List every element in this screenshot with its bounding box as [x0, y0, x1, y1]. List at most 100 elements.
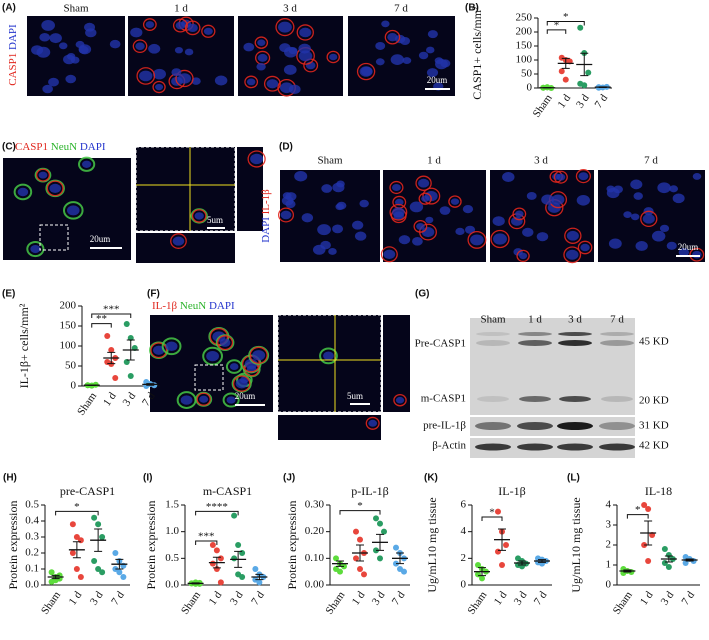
y-tick-label: 1.0	[165, 525, 179, 537]
significance-label: ****	[206, 501, 228, 513]
band	[518, 340, 552, 346]
nucleus	[278, 21, 292, 33]
micrograph	[278, 415, 381, 440]
cell	[516, 249, 530, 263]
cell	[319, 347, 338, 365]
nucleus	[256, 62, 266, 71]
data-point	[333, 555, 339, 562]
significance-label: ***	[103, 304, 120, 316]
nucleus	[298, 50, 313, 62]
cell	[448, 195, 462, 208]
nucleus	[630, 213, 640, 221]
micrograph	[3, 158, 131, 260]
nucleus	[328, 248, 337, 255]
y-axis-label: IL-1β+ cells/mm²	[17, 303, 31, 388]
nucleus	[383, 249, 396, 259]
nucleus	[565, 249, 579, 260]
data-point	[357, 566, 363, 572]
significance-label: **	[96, 313, 107, 325]
panel-label: (C)	[2, 142, 16, 153]
cell	[249, 346, 268, 364]
data-point	[209, 542, 216, 548]
nucleus	[226, 396, 236, 404]
data-point	[235, 542, 242, 548]
cell	[413, 220, 428, 233]
cell	[356, 62, 376, 81]
y-tick-label: 2	[606, 539, 612, 551]
nucleus	[250, 153, 264, 165]
y-tick-label: 0.00	[305, 579, 325, 591]
data-point	[479, 575, 485, 582]
nucleus	[418, 178, 430, 188]
x-tick-label: 3 d	[121, 390, 139, 409]
nucleus	[214, 75, 228, 86]
nucleus	[390, 54, 405, 65]
nucleus	[30, 244, 41, 254]
micrograph	[280, 170, 380, 262]
nucleus	[299, 27, 312, 38]
cell	[380, 246, 398, 263]
lane-label: 7 d	[610, 314, 624, 326]
data-point	[585, 69, 592, 76]
x-tick-label: 1 d	[101, 390, 119, 409]
y-tick-label: 100	[516, 54, 533, 66]
cell	[176, 391, 197, 409]
nucleus	[130, 27, 143, 38]
x-tick-label: 3 d	[659, 589, 677, 608]
nucleus	[285, 192, 297, 201]
data-point	[217, 579, 224, 586]
stain-label: CASP1 DAPI	[7, 24, 19, 86]
nucleus	[421, 227, 435, 238]
nucleus	[556, 173, 566, 181]
nucleus	[464, 225, 476, 234]
stain: DAPI	[7, 24, 19, 50]
nucleus	[184, 48, 194, 56]
cell	[62, 201, 84, 220]
error-bar	[396, 552, 404, 565]
nucleus	[288, 84, 301, 95]
timepoint: 1 d	[174, 3, 188, 15]
cell	[161, 337, 182, 356]
cell	[13, 183, 33, 201]
y-tick-label: 4	[606, 499, 612, 511]
cell	[384, 29, 401, 45]
nucleus	[633, 192, 643, 200]
cell	[389, 203, 408, 221]
significance-bracket	[339, 510, 381, 515]
cell	[326, 50, 340, 64]
x-tick-label: 3 d	[228, 589, 246, 608]
nucleus	[421, 195, 430, 202]
data-point	[99, 534, 106, 540]
nucleus	[48, 77, 59, 87]
nucleus	[283, 64, 297, 75]
y-axis-label: Ug/mL10 mg tissue	[569, 497, 583, 592]
x-tick-label: Sham	[75, 390, 99, 418]
micrograph	[490, 170, 594, 262]
significance-label: ***	[198, 531, 215, 543]
band	[476, 340, 510, 346]
data-point	[337, 568, 343, 575]
nucleus	[657, 182, 671, 194]
significance-label: *	[563, 11, 569, 23]
error-bar	[478, 567, 486, 577]
significance-bracket	[91, 313, 132, 318]
data-point	[231, 512, 238, 519]
nucleus	[65, 74, 77, 84]
band	[476, 332, 510, 336]
cell	[415, 175, 432, 191]
y-tick-label: 250	[516, 12, 533, 24]
x-tick-label: Sham	[39, 589, 63, 617]
significance-label: *	[554, 19, 560, 31]
cell	[393, 393, 407, 407]
chart-title: IL-18	[645, 484, 672, 498]
cell	[35, 168, 50, 182]
data-point	[401, 568, 407, 575]
significance-bracket	[626, 514, 649, 519]
panel-label: (L)	[567, 473, 580, 484]
nucleus	[174, 46, 183, 54]
cell	[191, 209, 207, 223]
nucleus	[630, 179, 643, 190]
nucleus	[502, 172, 515, 183]
cell	[575, 169, 591, 184]
